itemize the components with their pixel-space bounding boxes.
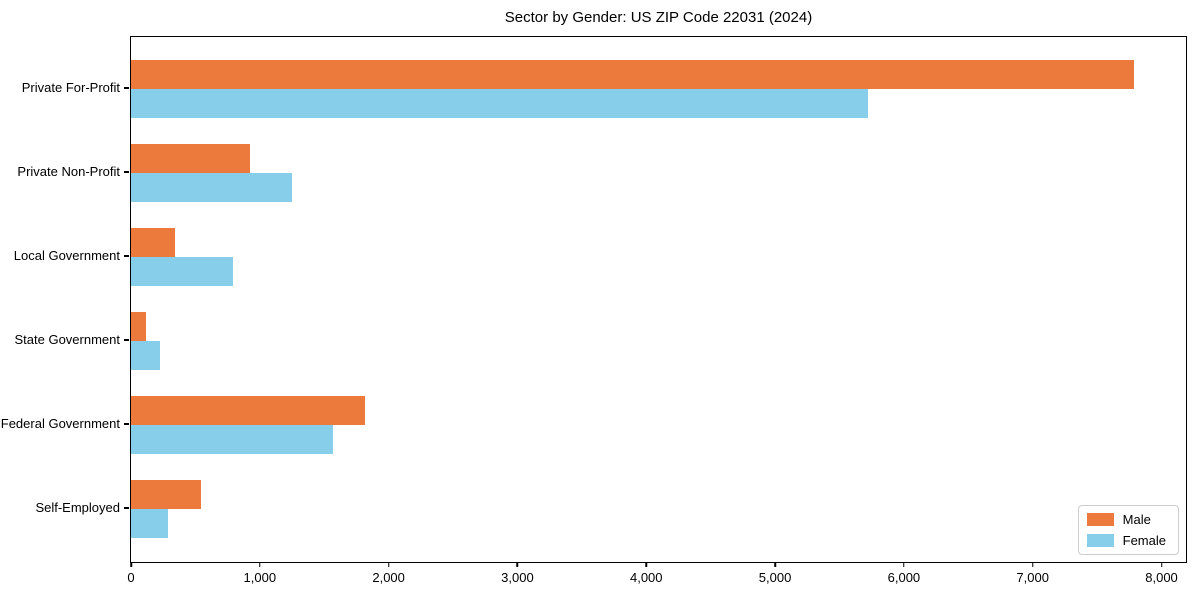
bar-group bbox=[131, 144, 1186, 202]
bar-female bbox=[131, 257, 234, 286]
x-tick-label: 6,000 bbox=[887, 570, 921, 585]
x-tick-label: 2,000 bbox=[372, 570, 405, 585]
y-tick-label: Private Non-Profit bbox=[17, 164, 120, 179]
bar-female bbox=[131, 173, 293, 202]
x-tick-label: 1,000 bbox=[243, 570, 277, 585]
y-tick-mark bbox=[124, 171, 129, 173]
x-tick-mark bbox=[259, 562, 261, 567]
bar-female bbox=[131, 425, 333, 454]
bar-male bbox=[131, 144, 250, 173]
y-tick-mark bbox=[124, 423, 129, 425]
x-tick-mark bbox=[774, 562, 776, 567]
x-tick-mark bbox=[130, 562, 132, 567]
bar-group bbox=[131, 480, 1186, 538]
x-tick-mark bbox=[1160, 562, 1163, 567]
y-tick-mark bbox=[124, 87, 129, 89]
legend-item-female: Female bbox=[1086, 533, 1166, 548]
x-tick-label: 7,000 bbox=[1016, 570, 1049, 585]
x-tick-mark bbox=[516, 562, 519, 567]
x-tick-label: 5,000 bbox=[758, 570, 792, 585]
bar-group bbox=[131, 60, 1186, 118]
x-tick-label: 0 bbox=[127, 570, 135, 585]
x-tick-label: 4,000 bbox=[629, 570, 663, 585]
legend-swatch-male bbox=[1086, 513, 1114, 526]
bar-female bbox=[131, 89, 868, 118]
bar-female bbox=[131, 341, 160, 370]
x-tick-mark bbox=[387, 562, 390, 567]
y-tick-mark bbox=[124, 255, 129, 257]
bar-male bbox=[131, 396, 366, 425]
bar-male bbox=[131, 480, 201, 509]
bar-male bbox=[131, 60, 1135, 89]
legend-swatch-female bbox=[1086, 534, 1114, 547]
x-tick-mark bbox=[645, 562, 647, 567]
chart-title: Sector by Gender: US ZIP Code 22031 (202… bbox=[504, 9, 813, 26]
bar-male bbox=[131, 228, 175, 257]
legend: Male Female bbox=[1077, 505, 1179, 555]
y-tick-label: Private For-Profit bbox=[21, 80, 120, 95]
x-tick-label: 8,000 bbox=[1145, 570, 1178, 585]
bar-group bbox=[131, 228, 1186, 286]
y-tick-label: Federal Government bbox=[0, 416, 120, 431]
legend-label: Male bbox=[1122, 512, 1151, 527]
bar-group bbox=[131, 312, 1186, 370]
y-tick-mark bbox=[124, 339, 129, 341]
plot-area: 0 1,000 2,000 3,000 4,000 5,000 6,000 7,000 8,00… bbox=[127, 36, 1187, 585]
y-tick-mark bbox=[124, 507, 129, 509]
legend-label: Female bbox=[1122, 533, 1166, 548]
bar-male bbox=[131, 312, 147, 341]
x-tick-label: 3,000 bbox=[501, 570, 534, 585]
y-tick-label: Self-Employed bbox=[35, 500, 120, 515]
bar-group bbox=[131, 396, 1186, 454]
x-tick-mark bbox=[903, 562, 905, 567]
x-tick-mark bbox=[1031, 562, 1034, 567]
legend-item-male: Male bbox=[1086, 512, 1166, 527]
y-tick-label: State Government bbox=[14, 332, 121, 347]
y-tick-label: Local Government bbox=[13, 248, 120, 263]
bar-female bbox=[131, 509, 169, 538]
